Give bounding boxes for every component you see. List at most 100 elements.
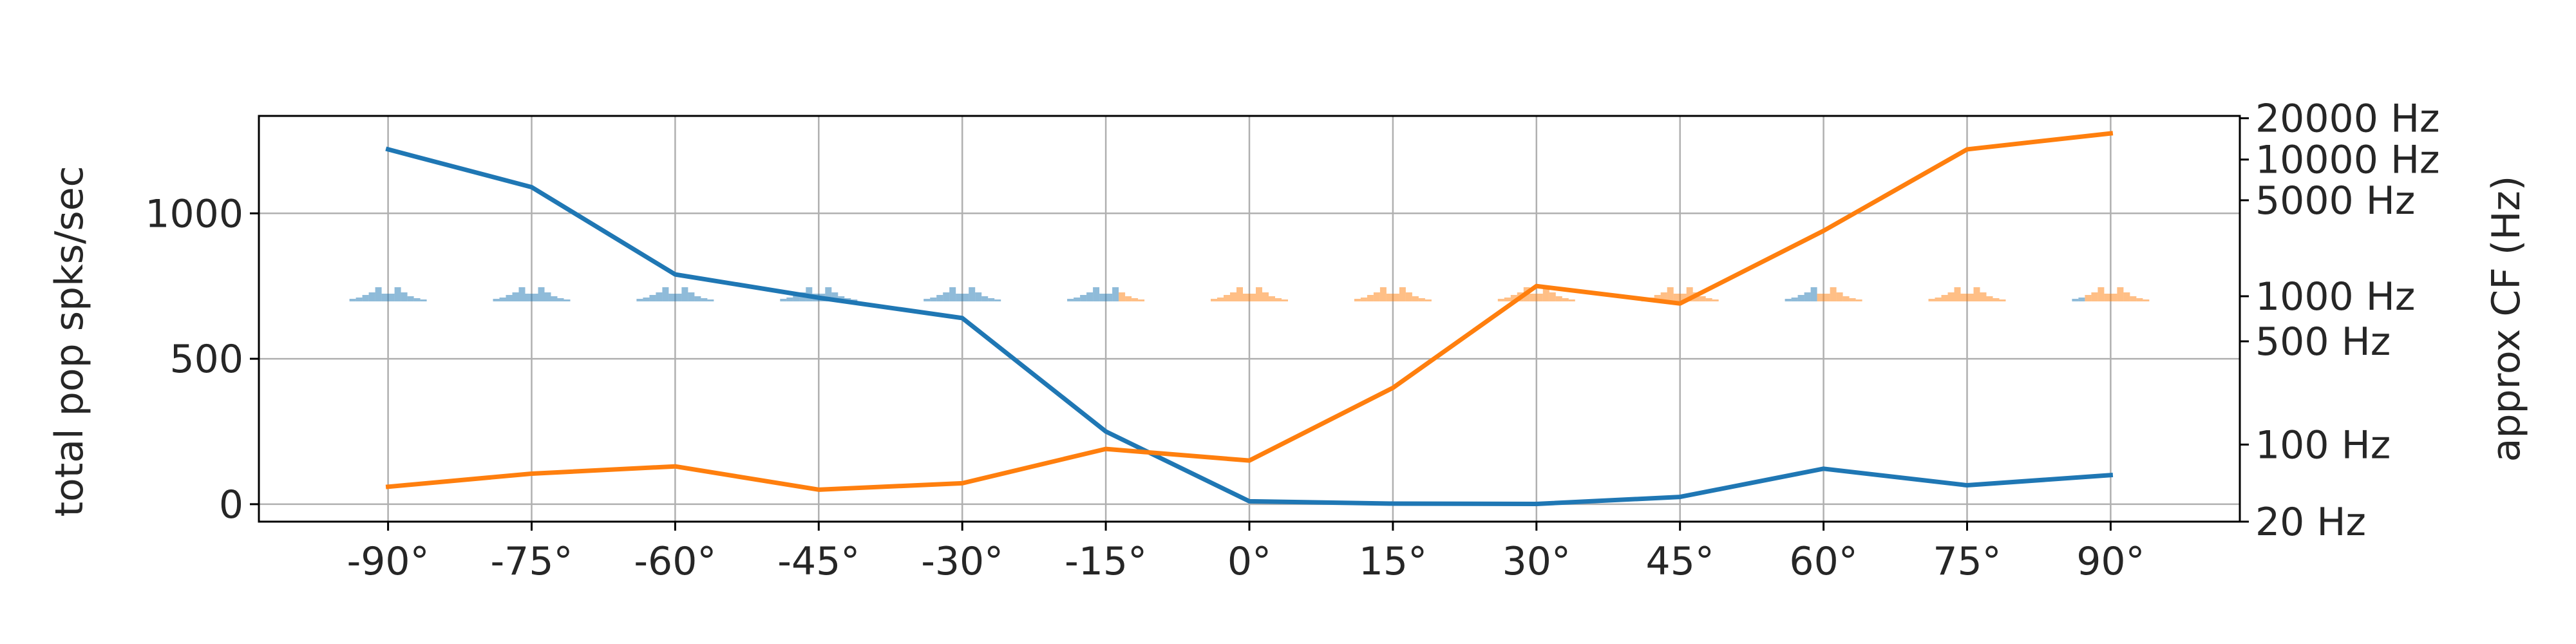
x-tick-label: -90°: [347, 539, 430, 584]
histogram-bin: [1830, 287, 1837, 301]
histogram-bin: [1999, 299, 2006, 301]
histogram-bin: [1080, 295, 1087, 301]
histogram-bin: [2104, 294, 2111, 301]
histogram-bin: [1138, 299, 1145, 301]
histogram-bin: [1954, 287, 1961, 301]
grid: [259, 116, 2240, 522]
histogram-bin: [1667, 287, 1674, 301]
x-tick-label: 45°: [1646, 539, 1714, 584]
x-tick-label: 60°: [1789, 539, 1857, 584]
y2-tick-label: 10000 Hz: [2255, 138, 2440, 183]
histogram-bin: [1973, 287, 1980, 301]
histogram-bin: [786, 298, 793, 301]
histogram-bin: [1804, 292, 1811, 301]
histogram-bin: [1086, 292, 1094, 301]
histogram-bin: [688, 292, 695, 301]
histogram-bin: [557, 298, 564, 301]
histogram-bin: [388, 294, 395, 301]
y2-tick-label: 20000 Hz: [2255, 97, 2440, 142]
y-tick-label: 0: [219, 482, 243, 527]
distribution-histograms: [349, 287, 2150, 301]
histogram-bin: [362, 295, 369, 301]
histogram-bin: [707, 299, 714, 301]
histogram-bin: [544, 292, 551, 301]
histogram-bin: [1112, 287, 1119, 301]
y-axis-label: total pop spks/sec: [47, 166, 92, 517]
histogram-bin: [969, 287, 976, 301]
histogram-bin: [1256, 287, 1262, 301]
histogram-bin: [525, 294, 532, 301]
series-line: [385, 146, 2114, 506]
histogram-bin: [551, 296, 558, 301]
histogram-bin: [1497, 299, 1504, 301]
histogram-bin: [1960, 294, 1967, 301]
histogram-bin: [1967, 294, 1974, 301]
histogram-bin: [1810, 287, 1817, 301]
histogram-bin: [1132, 298, 1139, 301]
x-tick-label: 75°: [1933, 539, 2001, 584]
histogram-bin: [1418, 298, 1425, 301]
histogram-bin: [1425, 299, 1432, 301]
y-axis-ticks: 0 500 1000: [145, 191, 259, 527]
histogram-bin: [1947, 292, 1955, 301]
histogram-bin: [1106, 294, 1113, 301]
histogram-bin: [381, 294, 388, 301]
histogram-bin: [1712, 299, 1719, 301]
histogram-bin: [1568, 299, 1575, 301]
histogram-bin: [1555, 296, 1562, 301]
histogram-bin: [1654, 295, 1661, 301]
histogram-bin: [681, 287, 688, 301]
histogram-bin: [981, 296, 989, 301]
histogram-bin: [1817, 294, 1824, 301]
histogram-bin: [2098, 287, 2105, 301]
histogram-bin: [1980, 292, 1987, 301]
histogram-bin: [499, 298, 506, 301]
histogram-bin: [923, 299, 931, 301]
histogram-bin: [1705, 298, 1712, 301]
histogram-bin: [1379, 287, 1387, 301]
series-lines: [385, 131, 2114, 506]
histogram-bin: [988, 298, 995, 301]
histogram-bin: [1530, 294, 1537, 301]
histogram-bin: [2078, 298, 2085, 301]
histogram-bin: [1249, 294, 1256, 301]
histogram-bin: [1842, 296, 1850, 301]
histogram-bin: [394, 287, 401, 301]
series-line: [385, 131, 2114, 492]
histogram-bin: [1993, 298, 2000, 301]
histogram-bin: [493, 299, 500, 301]
histogram-bin: [1067, 299, 1074, 301]
histogram-bin: [831, 292, 838, 301]
histogram-bin: [1412, 296, 1419, 301]
histogram-bin: [1542, 287, 1549, 301]
y2-tick-label: 5000 Hz: [2255, 178, 2415, 223]
histogram-bin: [1093, 287, 1100, 301]
histogram-bin: [531, 294, 538, 301]
histogram-bin: [1785, 299, 1792, 301]
histogram-bin: [994, 299, 1001, 301]
histogram-bin: [518, 287, 526, 301]
histogram-bin: [1392, 294, 1399, 301]
histogram-bin: [1099, 294, 1106, 301]
histogram-bin: [1386, 294, 1393, 301]
histogram-bin: [668, 294, 676, 301]
x-tick-label: 0°: [1227, 539, 1271, 584]
histogram-bin: [1367, 295, 1374, 301]
histogram-bin: [2136, 298, 2143, 301]
histogram-bin: [1282, 299, 1288, 301]
histogram-bin: [1699, 296, 1706, 301]
histogram-bin: [1510, 295, 1517, 301]
histogram-bin: [1986, 296, 1993, 301]
histogram-bin: [675, 294, 682, 301]
histogram-bin: [1236, 287, 1243, 301]
y2-tick-label: 1000 Hz: [2255, 274, 2415, 319]
histogram-bin: [956, 294, 963, 301]
x-tick-label: 30°: [1502, 539, 1571, 584]
histogram-bin: [1399, 287, 1406, 301]
histogram-bin: [1269, 296, 1275, 301]
histogram-bin: [1504, 298, 1511, 301]
histogram-bin: [506, 295, 513, 301]
histogram-bin: [1849, 298, 1856, 301]
